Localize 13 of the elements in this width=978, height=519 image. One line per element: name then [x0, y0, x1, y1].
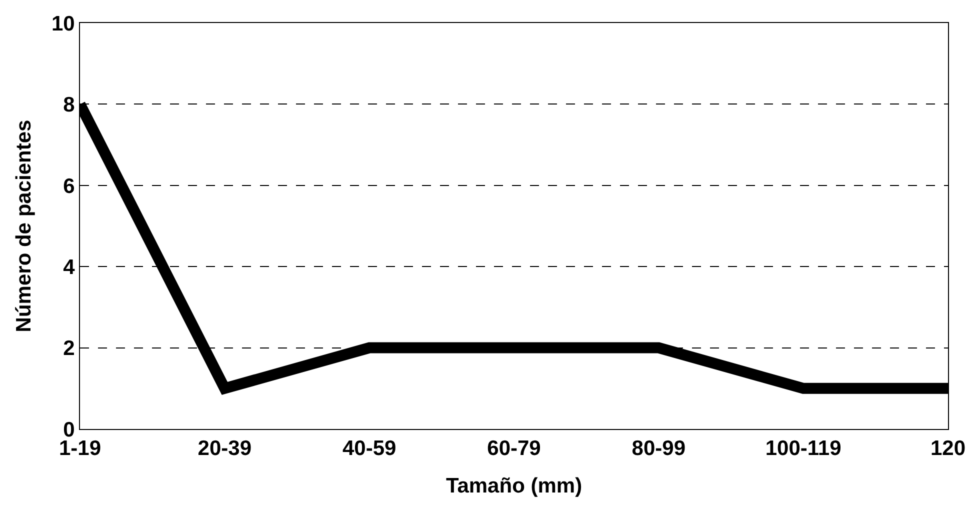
y-tick-label: 10 [51, 12, 75, 36]
y-axis-title: Número de pacientes [12, 120, 36, 332]
x-tick-label: 20-39 [198, 437, 252, 460]
x-tick-label: 60-79 [487, 437, 541, 460]
y-tick-label: 2 [63, 337, 75, 360]
x-tick-label: 40-59 [342, 437, 396, 460]
x-tick-label: 120 [930, 437, 966, 460]
x-tick-label: 80-99 [632, 437, 686, 460]
y-tick-label: 4 [63, 256, 76, 279]
y-tick-label: 8 [63, 94, 76, 117]
x-tick-label: 100-119 [765, 437, 842, 460]
y-tick-label: 6 [63, 174, 75, 198]
x-axis-title: Tamaño (mm) [446, 474, 582, 498]
